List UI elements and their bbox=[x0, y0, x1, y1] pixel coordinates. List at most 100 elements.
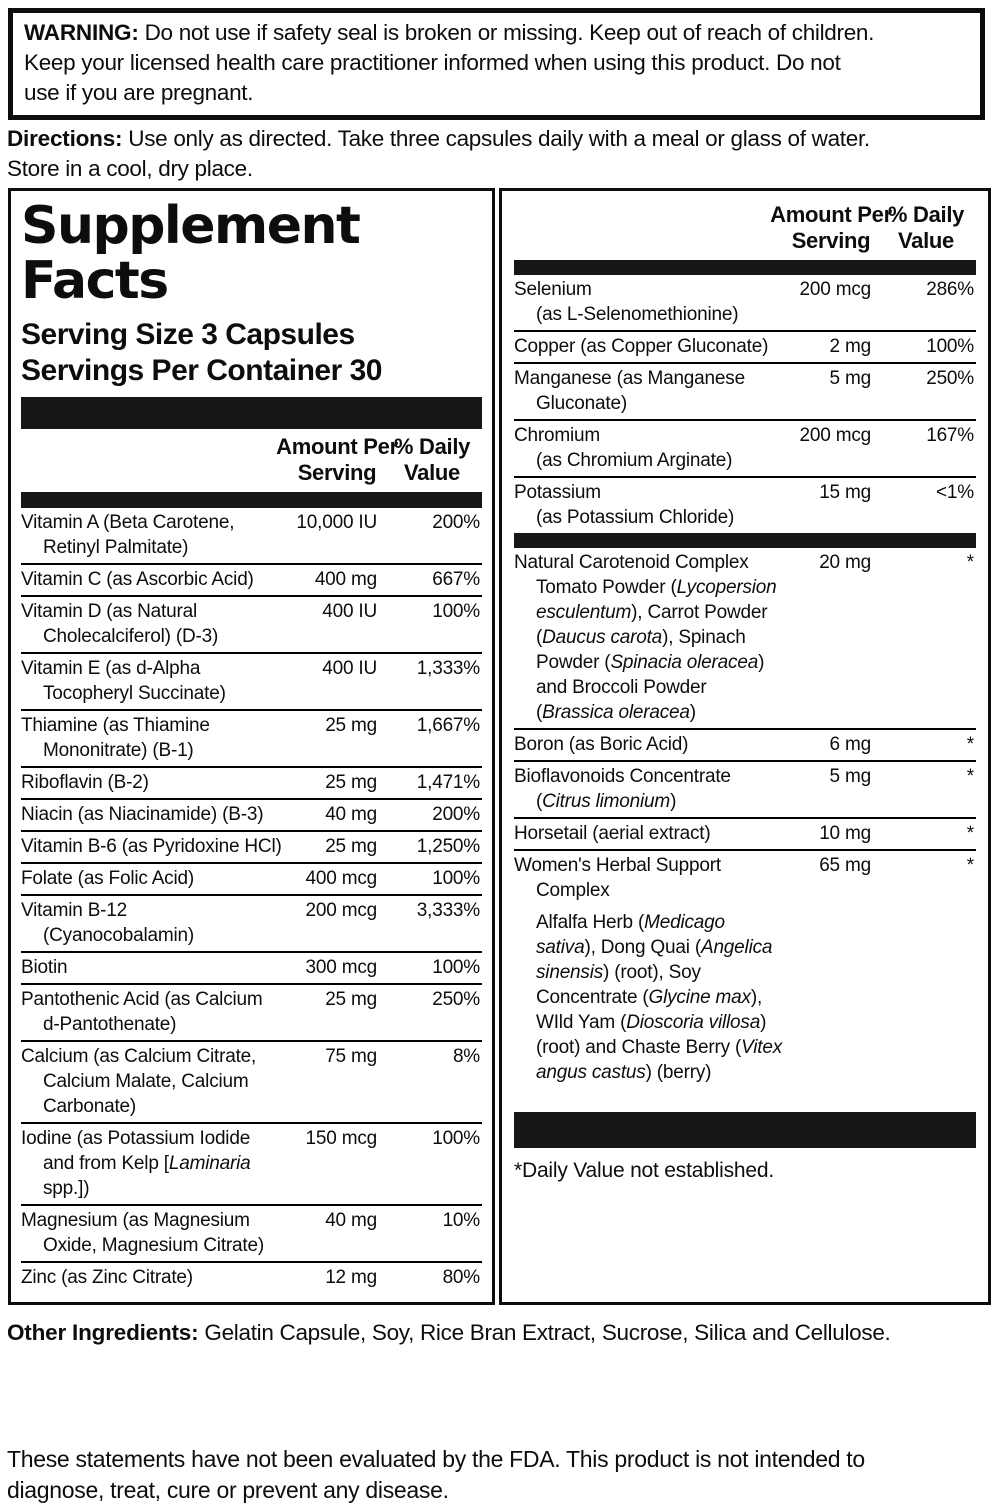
other-ingredients-line: Other Ingredients: Gelatin Capsule, Soy,… bbox=[7, 1318, 997, 1348]
table-row: Vitamin E (as d-Alpha Tocopheryl Succinat… bbox=[21, 654, 482, 711]
nutrient-name: Vitamin A (Beta Carotene, Retinyl Palmita… bbox=[21, 512, 235, 558]
nutrient-name: Vitamin E (as d-Alpha Tocopheryl Succinat… bbox=[21, 658, 226, 704]
amount-per-serving: 25 mg bbox=[325, 715, 377, 736]
divider-bar bbox=[21, 397, 482, 429]
header-line: Value bbox=[404, 460, 460, 485]
sub-ingredient-line: (Brassica oleracea) bbox=[536, 702, 696, 723]
header-line: Amount Per bbox=[770, 202, 892, 227]
table-row: Boron (as Boric Acid) 6 mg * bbox=[514, 730, 976, 762]
nutrient-name: Horsetail (aerial extract) bbox=[514, 823, 711, 844]
supplement-facts-panel-right: Amount Per Serving % Daily Value Seleniu… bbox=[499, 188, 991, 1305]
daily-value: 250% bbox=[432, 989, 480, 1010]
table-row: Vitamin B-12 (Cyanocobalamin) 200 mcg 3,333… bbox=[21, 896, 482, 953]
other-ingredients-text: Gelatin Capsule, Soy, Rice Bran Extract,… bbox=[198, 1320, 891, 1345]
amount-per-serving: 10 mg bbox=[819, 823, 871, 844]
daily-value: 10% bbox=[442, 1210, 481, 1231]
header-line: Serving bbox=[297, 460, 377, 485]
table-row: Folate (as Folic Acid) 400 mcg 100% bbox=[21, 864, 482, 896]
amount-per-serving: 200 mcg bbox=[799, 425, 872, 446]
daily-value: * bbox=[966, 823, 974, 844]
amount-per-serving: 20 mg bbox=[819, 552, 871, 573]
nutrient-name: Biotin bbox=[21, 957, 68, 978]
warning-line: WARNING: Do not use if safety seal is br… bbox=[24, 18, 969, 48]
daily-value-header: % Daily Value bbox=[876, 202, 976, 254]
sub-ingredient-line: and Broccoli Powder bbox=[536, 677, 707, 698]
sub-ingredient-line: angus castus) (berry) bbox=[536, 1062, 712, 1083]
column-headers: Amount Per Serving % Daily Value bbox=[21, 429, 482, 492]
table-row: Potassium (as Potassium Chloride) 15 mg <1% bbox=[514, 478, 976, 533]
other-ingredients-label: Other Ingredients: bbox=[7, 1320, 199, 1345]
daily-value: 1,250% bbox=[416, 836, 480, 857]
directions-line: Directions: Use only as directed. Take t… bbox=[7, 124, 995, 154]
table-row: Vitamin D (as Natural Cholecalciferol) (D… bbox=[21, 597, 482, 654]
table-row: Biotin 300 mcg 100% bbox=[21, 953, 482, 985]
directions-text: Use only as directed. Take three capsule… bbox=[122, 126, 870, 151]
table-row: Thiamine (as Thiamine Mononitrate) (B-1) 2… bbox=[21, 711, 482, 768]
nutrient-name: Vitamin B-12 (Cyanocobalamin) bbox=[21, 900, 194, 946]
daily-value: 8% bbox=[452, 1046, 480, 1067]
nutrient-name: Riboflavin (B-2) bbox=[21, 772, 149, 793]
supplement-facts-panel-left: Supplement Facts Serving Size 3 Capsules… bbox=[8, 188, 495, 1305]
amount-per-serving: 10,000 IU bbox=[296, 512, 377, 533]
title-line: Facts bbox=[21, 251, 169, 311]
amount-per-serving: 400 IU bbox=[322, 601, 377, 622]
nutrient-name: Copper (as Copper Gluconate) bbox=[514, 336, 769, 357]
amount-per-serving: 12 mg bbox=[325, 1267, 377, 1288]
table-row: Vitamin A (Beta Carotene, Retinyl Palmita… bbox=[21, 508, 482, 565]
amount-per-serving: 400 mg bbox=[314, 569, 377, 590]
amount-per-serving: 25 mg bbox=[325, 772, 377, 793]
nutrient-name: Natural Carotenoid Complex Tomato Powder … bbox=[514, 550, 976, 725]
table-row: Niacin (as Niacinamide) (B-3) 40 mg 200% bbox=[21, 800, 482, 832]
directions-label: Directions: bbox=[7, 126, 123, 151]
table-row: Women's Herbal Support Complex Alfalfa Her… bbox=[514, 851, 976, 1088]
daily-value: 3,333% bbox=[416, 900, 480, 921]
sub-ingredient-line: WIld Yam (Dioscoria villosa) bbox=[536, 1012, 767, 1033]
table-row: Selenium (as L-Selenomethionine) 200 mcg 28… bbox=[514, 275, 976, 332]
table-row: Chromium (as Chromium Arginate) 200 mcg 167… bbox=[514, 421, 976, 478]
amount-per-serving: 400 IU bbox=[322, 658, 377, 679]
amount-per-serving: 300 mcg bbox=[305, 957, 378, 978]
nutrient-name: Iodine (as Potassium Iodide and from Kelp… bbox=[21, 1128, 251, 1199]
amount-per-serving: 400 mcg bbox=[305, 868, 378, 889]
divider-bar bbox=[514, 533, 976, 548]
other-ingredients: Other Ingredients: Gelatin Capsule, Soy,… bbox=[7, 1318, 997, 1348]
daily-value: 80% bbox=[442, 1267, 481, 1288]
daily-value-header: % Daily Value bbox=[382, 434, 482, 486]
amount-per-serving: 5 mg bbox=[829, 368, 872, 389]
supplement-facts-title: Supplement Facts bbox=[21, 199, 482, 309]
amount-per-serving: 40 mg bbox=[325, 804, 377, 825]
header-line: Serving bbox=[791, 228, 871, 253]
divider-bar bbox=[21, 492, 482, 508]
amount-per-serving: 25 mg bbox=[325, 989, 377, 1010]
amount-per-serving: 15 mg bbox=[819, 482, 871, 503]
warning-line: use if you are pregnant. bbox=[24, 80, 254, 105]
divider-bar bbox=[514, 1112, 976, 1148]
daily-value: * bbox=[966, 855, 974, 876]
daily-value-footnote: *Daily Value not established. bbox=[514, 1159, 774, 1182]
daily-value: 1,471% bbox=[416, 772, 480, 793]
directions: Directions: Use only as directed. Take t… bbox=[7, 124, 995, 184]
sub-ingredient-line: Powder (Spinacia oleracea) bbox=[536, 652, 765, 673]
daily-value: * bbox=[966, 766, 974, 787]
daily-value: 200% bbox=[432, 512, 480, 533]
amount-per-serving: 150 mcg bbox=[305, 1128, 378, 1149]
nutrient-name: Bioflavonoids Concentrate (Citrus limoniu… bbox=[514, 766, 731, 812]
daily-value: 100% bbox=[432, 1128, 480, 1149]
title-line: Supplement bbox=[21, 196, 361, 256]
nutrient-name: Zinc (as Zinc Citrate) bbox=[21, 1267, 193, 1288]
sub-ingredient-line: Tomato Powder (Lycopersion bbox=[536, 577, 777, 598]
column-headers: Amount Per Serving % Daily Value bbox=[514, 197, 976, 260]
amount-per-serving: 5 mg bbox=[829, 766, 872, 787]
daily-value: 250% bbox=[926, 368, 974, 389]
warning-line: Keep your licensed health care practitio… bbox=[24, 50, 841, 75]
sub-ingredient-line: (root) and Chaste Berry (Vitex bbox=[536, 1037, 783, 1058]
header-line: Value bbox=[898, 228, 954, 253]
warning-label: WARNING: bbox=[24, 20, 139, 45]
table-row: Magnesium (as Magnesium Oxide, Magnesium … bbox=[21, 1206, 482, 1263]
nutrient-name: Women's Herbal Support Complex Alfalfa Her… bbox=[514, 853, 976, 1085]
fda-disclaimer: These statements have not been evaluated… bbox=[7, 1444, 997, 1506]
nutrient-name: Thiamine (as Thiamine Mononitrate) (B-1) bbox=[21, 715, 210, 761]
table-row: Vitamin C (as Ascorbic Acid) 400 mg 667% bbox=[21, 565, 482, 597]
sub-ingredient-line: Alfalfa Herb (Medicago bbox=[536, 912, 725, 933]
nutrient-name: Pantothenic Acid (as Calcium d-Pantothena… bbox=[21, 989, 263, 1035]
